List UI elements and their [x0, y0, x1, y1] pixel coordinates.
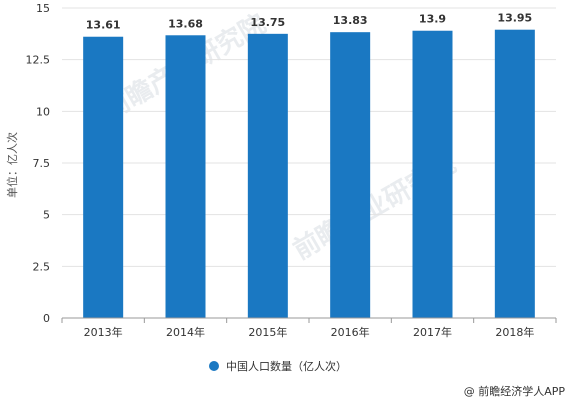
y-tick-label: 2.5	[33, 260, 51, 273]
x-tick-label: 2014年	[166, 325, 205, 339]
bar[interactable]	[83, 36, 124, 319]
data-label: 13.83	[333, 14, 368, 27]
x-tick-label: 2015年	[248, 325, 287, 339]
x-tick-label: 2018年	[495, 325, 534, 339]
gridlines	[62, 7, 556, 267]
x-axis-ticks: 2013年 2014年 2015年 2016年 2017年 2018年	[61, 318, 557, 339]
data-label: 13.75	[250, 16, 285, 29]
bar[interactable]	[247, 33, 288, 318]
bar[interactable]	[494, 29, 535, 318]
legend-label: 中国人口数量（亿人次）	[226, 359, 347, 373]
y-tick-label: 5	[43, 209, 50, 222]
legend-marker	[209, 361, 219, 371]
source-credit: @ 前瞻经济学人APP	[464, 384, 566, 398]
data-label: 13.9	[419, 13, 446, 26]
bar[interactable]	[165, 35, 206, 318]
data-labels: 13.61 13.68 13.75 13.83 13.9 13.95	[86, 12, 532, 32]
y-tick-label: 15	[36, 2, 50, 15]
data-label: 13.61	[86, 19, 121, 32]
y-tick-label: 7.5	[33, 157, 51, 170]
x-tick-label: 2017年	[413, 325, 452, 339]
y-axis-label: 单位：亿人次	[5, 132, 19, 198]
legend[interactable]: 中国人口数量（亿人次）	[209, 359, 347, 373]
y-tick-label: 10	[36, 105, 50, 118]
bar-series	[83, 29, 535, 319]
y-tick-label: 0	[43, 312, 50, 325]
y-tick-label: 12.5	[26, 54, 51, 67]
data-label: 13.95	[497, 12, 532, 25]
bar[interactable]	[412, 30, 453, 318]
x-tick-label: 2013年	[84, 325, 123, 339]
bar[interactable]	[330, 32, 371, 319]
y-axis-ticks: 0 2.5 5 7.5 10 12.5 15	[26, 2, 51, 325]
x-tick-label: 2016年	[331, 325, 370, 339]
data-label: 13.68	[168, 17, 203, 30]
